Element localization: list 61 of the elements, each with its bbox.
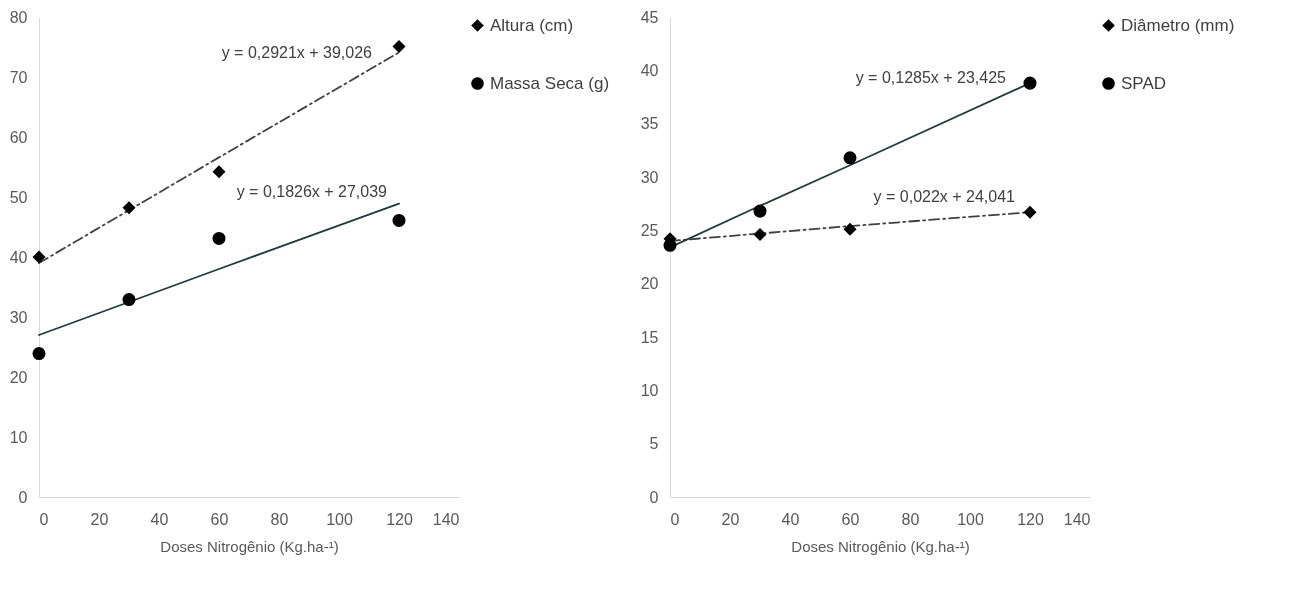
y-tick-label: 35 — [640, 115, 659, 133]
x-tick-label: 0 — [670, 510, 680, 528]
point — [32, 250, 46, 264]
point — [392, 39, 406, 53]
y-tick-label: 30 — [640, 168, 659, 186]
annotation: y = 0,022x + 24,041 — [873, 188, 1016, 206]
y-tick-label: 60 — [9, 128, 28, 146]
point — [753, 228, 767, 242]
point — [122, 201, 136, 215]
x-tick-label: 100 — [326, 510, 353, 528]
point — [1023, 76, 1037, 90]
point — [753, 204, 767, 218]
y-tick-label: 25 — [640, 221, 659, 239]
x-tick-label: 40 — [781, 510, 800, 528]
y-tick-label: 10 — [640, 381, 659, 399]
y-tick-label: 30 — [9, 308, 28, 326]
legend-label: SPAD — [1121, 73, 1167, 93]
point — [212, 165, 226, 179]
x-tick-label: 20 — [721, 510, 740, 528]
point — [843, 222, 857, 236]
legend-label: Massa Seca (g) — [490, 73, 610, 93]
annotation: y = 0,1285x + 23,425 — [855, 68, 1007, 86]
x-tick-label: 100 — [957, 510, 984, 528]
x-tick-label: 140 — [432, 510, 460, 528]
y-tick-label: 0 — [649, 488, 659, 506]
x-tick-label: 120 — [1017, 510, 1044, 528]
annotation: y = 0,2921x + 39,026 — [221, 43, 373, 61]
legend-label: Diâmetro (mm) — [1121, 15, 1235, 35]
point — [1023, 205, 1037, 219]
point — [392, 213, 406, 227]
y-tick-label: 45 — [640, 8, 659, 26]
point — [32, 347, 46, 361]
point — [663, 238, 677, 252]
y-tick-label: 10 — [9, 428, 28, 446]
line-series — [38, 202, 400, 336]
y-tick-label: 20 — [9, 368, 28, 386]
x-tick-label: 40 — [150, 510, 169, 528]
x-tick-label: 60 — [841, 510, 860, 528]
x-tick-label: 80 — [270, 510, 289, 528]
point — [122, 293, 136, 307]
x-axis-title: Doses Nitrogênio (Kg.ha-¹) — [160, 537, 339, 555]
x-tick-label: 60 — [210, 510, 229, 528]
x-tick-label: 120 — [386, 510, 413, 528]
y-tick-label: 80 — [9, 8, 28, 26]
y-tick-label: 0 — [18, 488, 28, 506]
y-tick-label: 15 — [640, 328, 659, 346]
y-tick-label: 20 — [640, 275, 659, 293]
y-tick-label: 40 — [640, 61, 659, 79]
y-tick-label: 40 — [9, 248, 28, 266]
x-tick-label: 80 — [901, 510, 920, 528]
y-tick-label: 5 — [649, 435, 659, 453]
y-tick-label: 70 — [9, 68, 28, 86]
x-axis-title: Doses Nitrogênio (Kg.ha-¹) — [791, 537, 970, 555]
y-tick-label: 50 — [9, 188, 28, 206]
x-tick-label: 140 — [1063, 510, 1091, 528]
annotation: y = 0,1826x + 27,039 — [236, 182, 388, 200]
point — [843, 151, 857, 165]
x-tick-label: 20 — [90, 510, 109, 528]
point — [212, 231, 226, 245]
legend-label: Altura (cm) — [490, 15, 574, 35]
x-tick-label: 0 — [39, 510, 49, 528]
